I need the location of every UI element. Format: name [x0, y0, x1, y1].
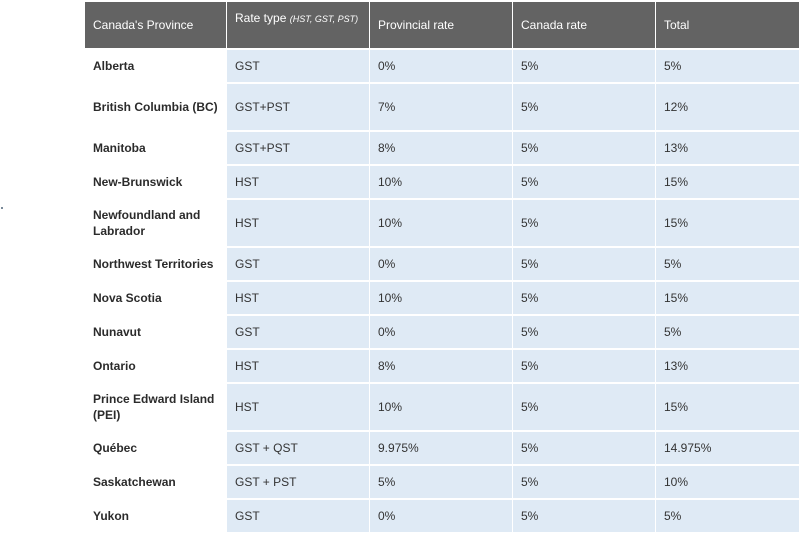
header-total-label: Total [664, 18, 690, 32]
cell-rate-type: HST [227, 384, 369, 430]
cell-province: Yukon [85, 500, 226, 532]
cell-canada-rate: 5% [513, 132, 655, 164]
cell-canada-rate: 5% [513, 282, 655, 314]
cell-provincial-rate: 0% [370, 500, 512, 532]
cell-canada-rate: 5% [513, 432, 655, 464]
cell-canada-rate: 5% [513, 350, 655, 382]
table-row: Newfoundland and Labrador HST 10% 5% 15% [85, 200, 799, 246]
cell-rate-type: GST [227, 316, 369, 348]
cell-rate-type: GST + PST [227, 466, 369, 498]
table-row: Québec GST + QST 9.975% 5% 14.975% [85, 432, 799, 464]
cell-canada-rate: 5% [513, 316, 655, 348]
cell-provincial-rate: 0% [370, 316, 512, 348]
header-rate-type: Rate type (HST, GST, PST) [227, 2, 369, 48]
cell-province: Northwest Territories [85, 248, 226, 280]
cell-canada-rate: 5% [513, 50, 655, 82]
cell-rate-type: GST+PST [227, 132, 369, 164]
header-provincial-rate-label: Provincial rate [378, 18, 455, 32]
cell-provincial-rate: 0% [370, 50, 512, 82]
cell-rate-type: GST [227, 50, 369, 82]
cell-canada-rate: 5% [513, 200, 655, 246]
cell-provincial-rate: 8% [370, 132, 512, 164]
cell-canada-rate: 5% [513, 84, 655, 130]
table-row: Yukon GST 0% 5% 5% [85, 500, 799, 532]
cell-rate-type: HST [227, 282, 369, 314]
cell-canada-rate: 5% [513, 384, 655, 430]
cell-canada-rate: 5% [513, 500, 655, 532]
cell-provincial-rate: 0% [370, 248, 512, 280]
cell-total: 13% [656, 350, 799, 382]
table-row: Northwest Territories GST 0% 5% 5% [85, 248, 799, 280]
cell-total: 14.975% [656, 432, 799, 464]
cell-total: 10% [656, 466, 799, 498]
cell-rate-type: GST [227, 500, 369, 532]
table-row: Alberta GST 0% 5% 5% [85, 50, 799, 82]
table-row: British Columbia (BC) GST+PST 7% 5% 12% [85, 84, 799, 130]
cell-total: 12% [656, 84, 799, 130]
cell-provincial-rate: 10% [370, 166, 512, 198]
cell-province: British Columbia (BC) [85, 84, 226, 130]
header-rate-type-label: Rate type [235, 11, 287, 25]
cell-rate-type: GST+PST [227, 84, 369, 130]
cell-canada-rate: 5% [513, 248, 655, 280]
cell-province: Saskatchewan [85, 466, 226, 498]
header-province-label: Canada's Province [93, 18, 194, 32]
cell-rate-type: HST [227, 166, 369, 198]
table-row: Prince Edward Island (PEI) HST 10% 5% 15… [85, 384, 799, 430]
cell-province: Prince Edward Island (PEI) [85, 384, 226, 430]
cell-province: Nova Scotia [85, 282, 226, 314]
margin-dot [1, 207, 3, 209]
cell-provincial-rate: 9.975% [370, 432, 512, 464]
cell-canada-rate: 5% [513, 466, 655, 498]
table-row: New-Brunswick HST 10% 5% 15% [85, 166, 799, 198]
header-row: Canada's Province Rate type (HST, GST, P… [85, 2, 799, 48]
header-total: Total [656, 2, 799, 48]
cell-canada-rate: 5% [513, 166, 655, 198]
cell-rate-type: GST + QST [227, 432, 369, 464]
cell-provincial-rate: 10% [370, 282, 512, 314]
header-province: Canada's Province [85, 2, 226, 48]
cell-rate-type: GST [227, 248, 369, 280]
cell-provincial-rate: 8% [370, 350, 512, 382]
cell-total: 5% [656, 248, 799, 280]
cell-province: New-Brunswick [85, 166, 226, 198]
table-row: Nova Scotia HST 10% 5% 15% [85, 282, 799, 314]
cell-province: Québec [85, 432, 226, 464]
header-rate-type-hint: (HST, GST, PST) [289, 14, 359, 24]
cell-rate-type: HST [227, 200, 369, 246]
cell-total: 15% [656, 282, 799, 314]
cell-total: 5% [656, 500, 799, 532]
table-row: Ontario HST 8% 5% 13% [85, 350, 799, 382]
cell-total: 5% [656, 50, 799, 82]
table-body: Alberta GST 0% 5% 5% British Columbia (B… [85, 50, 799, 532]
header-canada-rate: Canada rate [513, 2, 655, 48]
cell-province: Alberta [85, 50, 226, 82]
cell-total: 15% [656, 384, 799, 430]
table-row: Saskatchewan GST + PST 5% 5% 10% [85, 466, 799, 498]
table-row: Manitoba GST+PST 8% 5% 13% [85, 132, 799, 164]
cell-total: 15% [656, 200, 799, 246]
cell-province: Ontario [85, 350, 226, 382]
table-header: Canada's Province Rate type (HST, GST, P… [85, 2, 799, 48]
cell-total: 13% [656, 132, 799, 164]
cell-province: Nunavut [85, 316, 226, 348]
header-canada-rate-label: Canada rate [521, 18, 588, 32]
cell-provincial-rate: 5% [370, 466, 512, 498]
cell-province: Manitoba [85, 132, 226, 164]
header-provincial-rate: Provincial rate [370, 2, 512, 48]
cell-rate-type: HST [227, 350, 369, 382]
cell-total: 15% [656, 166, 799, 198]
cell-provincial-rate: 10% [370, 200, 512, 246]
cell-province: Newfoundland and Labrador [85, 200, 226, 246]
cell-provincial-rate: 7% [370, 84, 512, 130]
sales-tax-table: Canada's Province Rate type (HST, GST, P… [84, 0, 800, 534]
table-row: Nunavut GST 0% 5% 5% [85, 316, 799, 348]
cell-provincial-rate: 10% [370, 384, 512, 430]
cell-total: 5% [656, 316, 799, 348]
